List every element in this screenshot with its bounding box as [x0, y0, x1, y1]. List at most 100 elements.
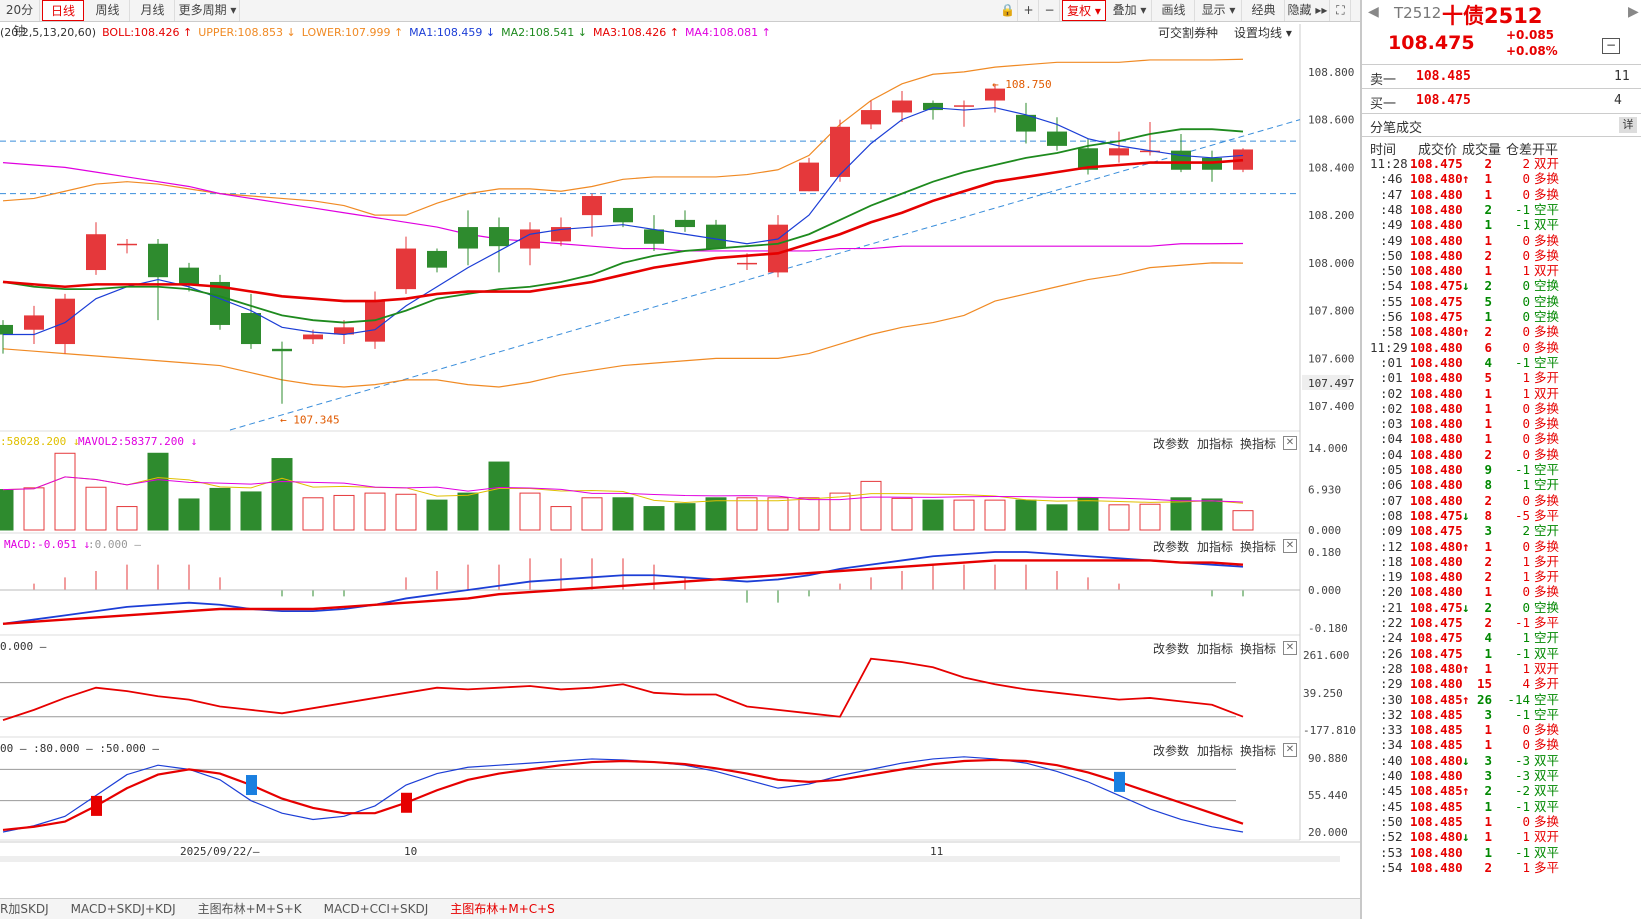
tick-price: 108.480 — [1410, 477, 1463, 493]
sell1-volume: 11 — [1614, 69, 1630, 84]
tick-time: :04 — [1380, 446, 1403, 462]
volume-bar — [23, 487, 45, 531]
edit-params-button[interactable]: 改参数 — [1153, 642, 1190, 656]
mavol2-line — [2, 476, 1244, 503]
tick-price: 108.480 — [1410, 829, 1463, 845]
deliverable-bonds-link[interactable]: 可交割券种 — [1158, 26, 1219, 40]
period-monthly[interactable]: 月线 — [131, 0, 175, 21]
tick-arrow: ↓ — [1462, 752, 1470, 768]
switch-indicator-button[interactable]: 换指标 — [1240, 744, 1277, 758]
candle-body — [272, 348, 292, 352]
header-price: 成交价 — [1418, 143, 1458, 158]
display-dropdown[interactable]: 显示 ▾ — [1196, 0, 1242, 21]
volume-bar — [457, 492, 479, 531]
tick-row: :01 108.480 4 -1 空平 — [1370, 355, 1640, 370]
edit-params-button[interactable]: 改参数 — [1153, 540, 1190, 554]
draw-line-button[interactable]: 画线 — [1153, 0, 1195, 21]
edit-params-button[interactable]: 改参数 — [1153, 437, 1190, 451]
tick-row: :48 108.480 2 -1 空平 — [1370, 202, 1640, 217]
tick-type: 双开 — [1534, 263, 1560, 279]
expand-icon[interactable]: ⛶ — [1331, 0, 1351, 21]
volume-bar — [1108, 504, 1130, 531]
template-tab-1[interactable]: MACD+SKDJ+KDJ — [70, 902, 176, 916]
lock-icon[interactable]: 🔒 — [998, 0, 1018, 21]
minus-icon[interactable]: − — [1040, 0, 1060, 21]
tick-row: :08 108.475 ↓ 8 -5 多平 — [1370, 508, 1640, 523]
edit-params-button[interactable]: 改参数 — [1153, 744, 1190, 758]
tick-time: :47 — [1380, 186, 1403, 202]
add-indicator-button[interactable]: 加指标 — [1197, 744, 1234, 758]
overlay-dropdown[interactable]: 叠加 ▾ — [1108, 0, 1152, 21]
kdj-signal-marker — [1114, 771, 1125, 792]
template-tab-2[interactable]: 主图布林+M+S+K — [197, 902, 302, 916]
tick-time: :50 — [1380, 247, 1403, 263]
tick-row: :04 108.480 2 0 多换 — [1370, 447, 1640, 462]
volume-bar — [1046, 504, 1068, 531]
tick-type: 双开 — [1534, 385, 1560, 401]
classic-button[interactable]: 经典 — [1243, 0, 1285, 21]
add-indicator-button[interactable]: 加指标 — [1197, 540, 1234, 554]
kline-chart[interactable]: 108.800 108.600 108.400 108.200 108.000 107.8… — [0, 0, 1360, 898]
tick-price: 108.475 — [1410, 278, 1463, 294]
ma4-line — [2, 162, 1244, 252]
hide-button[interactable]: 隐藏 ▸▸ — [1286, 0, 1330, 21]
volume-bar — [891, 497, 913, 531]
tick-type: 多换 — [1534, 339, 1560, 355]
volume-bar — [240, 491, 262, 531]
tick-row: :58 108.480 ↑ 2 0 多换 — [1370, 324, 1640, 339]
close-panel-icon[interactable]: ✕ — [1283, 539, 1297, 553]
tick-arrow: ↑ — [1462, 171, 1470, 187]
period-daily[interactable]: 日线 — [42, 0, 84, 21]
tick-time: :24 — [1380, 630, 1403, 646]
next-contract-icon[interactable]: ▶ — [1628, 4, 1639, 20]
ma-settings-link[interactable]: 设置均线 ▾ — [1234, 26, 1292, 40]
ticks-detail-button[interactable]: 详 — [1619, 117, 1637, 133]
period-weekly[interactable]: 周线 — [86, 0, 130, 21]
tick-volume: 1 — [1484, 217, 1492, 233]
tick-row: 11:29 108.480 6 0 多换 — [1370, 340, 1640, 355]
tick-type: 多换 — [1534, 446, 1560, 462]
adjust-dropdown[interactable]: 复权 ▾ — [1062, 0, 1106, 21]
tick-price: 108.480 — [1410, 431, 1463, 447]
volume-bar — [488, 461, 510, 531]
switch-indicator-button[interactable]: 换指标 — [1240, 437, 1277, 451]
tick-volume: 5 — [1484, 370, 1492, 386]
tick-type: 空开 — [1534, 477, 1560, 493]
template-tab-4[interactable]: 主图布林+M+C+S — [450, 902, 555, 916]
tick-price: 108.480 — [1410, 446, 1463, 462]
tick-time: :53 — [1380, 844, 1403, 860]
period-more-dropdown[interactable]: 更多周期 ▾ — [176, 0, 240, 21]
tick-volume: 1 — [1484, 263, 1492, 279]
price-change-pct: +0.08% — [1506, 44, 1558, 58]
buy1-volume: 4 — [1614, 93, 1622, 108]
switch-indicator-button[interactable]: 换指标 — [1240, 540, 1277, 554]
tick-price: 108.480 — [1410, 538, 1463, 554]
close-panel-icon[interactable]: ✕ — [1283, 743, 1297, 757]
add-indicator-button[interactable]: 加指标 — [1197, 642, 1234, 656]
volume-bar — [829, 492, 851, 531]
tick-type: 空平 — [1534, 201, 1560, 217]
volume-bar — [736, 497, 758, 531]
candle-body — [241, 313, 261, 345]
add-indicator-button[interactable]: 加指标 — [1197, 437, 1234, 451]
close-panel-icon[interactable]: ✕ — [1283, 436, 1297, 450]
price-axis-label: 108.800 — [1308, 66, 1354, 79]
switch-indicator-button[interactable]: 换指标 — [1240, 642, 1277, 656]
tick-row: :03 108.480 1 0 多换 — [1370, 416, 1640, 431]
indicator-value-4: MA1:108.459 ↓ — [409, 26, 496, 39]
tick-oi: 0 — [1522, 232, 1530, 248]
close-panel-icon[interactable]: ✕ — [1283, 641, 1297, 655]
date-label-2: 10 — [404, 845, 418, 858]
tick-row: :29 108.480 15 4 多开 — [1370, 676, 1640, 691]
template-tab-3[interactable]: MACD+CCI+SKDJ — [323, 902, 429, 916]
header-open-close: 开平 — [1532, 143, 1559, 158]
kdj-k-line — [2, 756, 1244, 833]
template-tab-0[interactable]: R加SKDJ — [0, 902, 49, 916]
collapse-icon[interactable]: − — [1602, 38, 1620, 54]
plus-icon[interactable]: + — [1019, 0, 1039, 21]
tick-type: 双开 — [1534, 660, 1560, 676]
prev-contract-icon[interactable]: ◀ — [1368, 4, 1379, 20]
period-20min[interactable]: 20分钟 — [0, 0, 40, 38]
tick-oi: 0 — [1522, 446, 1530, 462]
tick-volume: 1 — [1484, 722, 1492, 738]
